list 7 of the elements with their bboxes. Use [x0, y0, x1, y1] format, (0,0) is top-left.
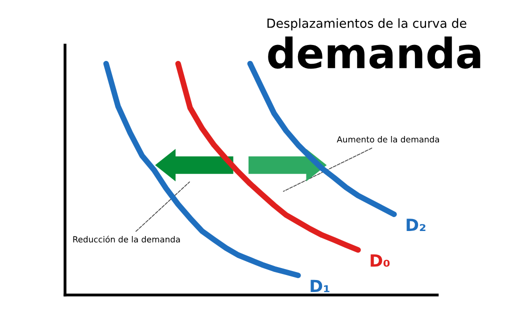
- series-label: D₂: [406, 218, 426, 232]
- annotation: Aumento de la demanda: [336, 136, 439, 143]
- chart-title: Desplazamientos de la curva de: [267, 18, 466, 30]
- series-label: D₀: [370, 254, 390, 267]
- annotation: Reducción de la demanda: [73, 236, 180, 242]
- series-label: D₁: [310, 280, 330, 292]
- chart-subtitle: demanda: [268, 36, 480, 69]
